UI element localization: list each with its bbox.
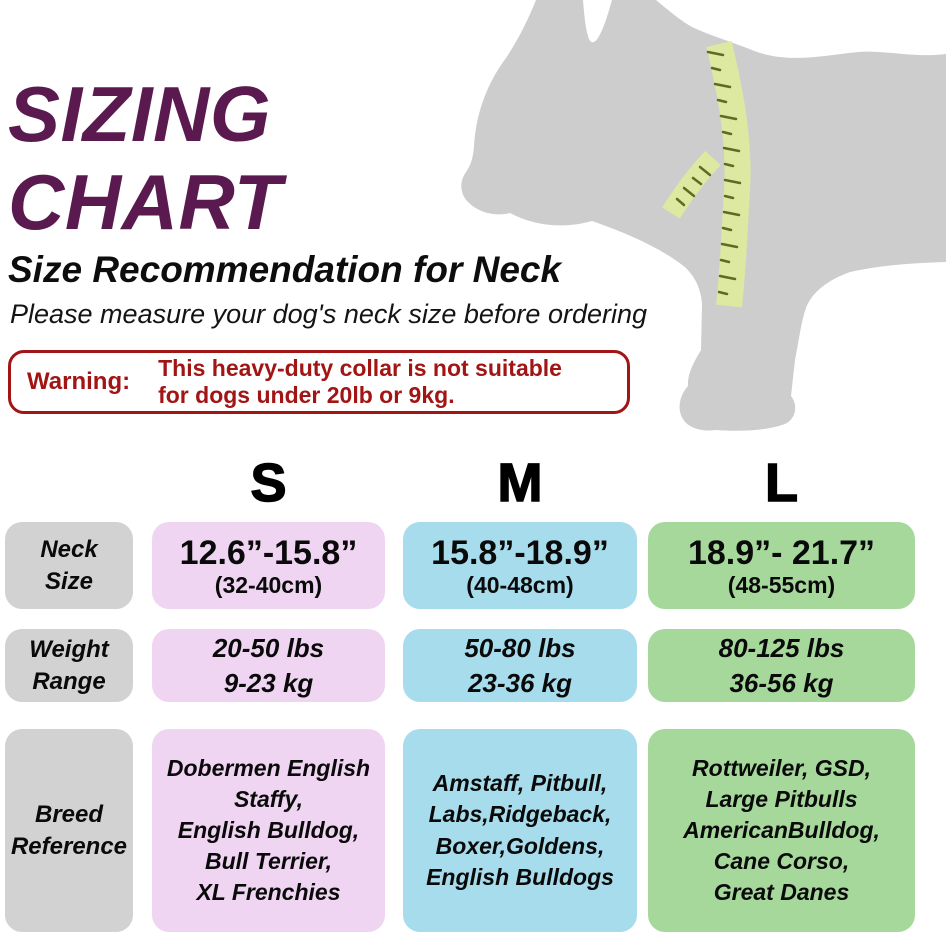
cell-breed-reference-l: Rottweiler, GSD, Large Pitbulls American… <box>648 729 915 932</box>
measure-instruction-text: Please measure your dog's neck size befo… <box>10 299 648 329</box>
cell-neck-size-m: 15.8”-18.9” (40-48cm) <box>403 522 637 609</box>
measuring-tape-tick-marks <box>675 50 742 296</box>
neck-size-l-inches: 18.9”- 21.7” <box>687 533 876 572</box>
neck-size-s-inches: 12.6”-15.8” <box>179 533 358 572</box>
neck-size-s-cm: (32-40cm) <box>214 571 323 598</box>
cell-breed-reference-m: Amstaff, Pitbull, Labs,Ridgeback, Boxer,… <box>403 729 637 932</box>
neck-size-m-inches: 15.8”-18.9” <box>431 533 609 572</box>
neck-size-l-cm: (48-55cm) <box>727 571 836 598</box>
column-header-m: M <box>497 452 543 514</box>
measuring-tape-band <box>706 40 751 308</box>
weight-range-l-text: 80-125 lbs 36-56 kg <box>718 633 845 698</box>
cell-neck-size-s: 12.6”-15.8” (32-40cm) <box>152 522 385 609</box>
page-title: SIZING CHART <box>8 70 283 246</box>
measuring-tape-branch <box>662 150 721 219</box>
cell-breed-reference-s: Dobermen English Staffy, English Bulldog… <box>152 729 385 932</box>
column-header-l: L <box>764 452 799 514</box>
cell-neck-size-l: 18.9”- 21.7” (48-55cm) <box>648 522 915 609</box>
warning-message: This heavy-duty collar is not suitable f… <box>158 355 562 408</box>
breed-reference-l-text: Rottweiler, GSD, Large Pitbulls American… <box>683 754 880 906</box>
warning-box: Warning: This heavy-duty collar is not s… <box>8 350 630 414</box>
weight-range-s-text: 20-50 lbs 9-23 kg <box>212 633 325 698</box>
neck-size-m-cm: (40-48cm) <box>466 571 574 598</box>
row-label-weight-range: Weight Range <box>5 629 133 702</box>
breed-reference-m-text: Amstaff, Pitbull, Labs,Ridgeback, Boxer,… <box>426 770 614 890</box>
weight-range-m-text: 50-80 lbs 23-36 kg <box>464 633 576 698</box>
cell-weight-range-m: 50-80 lbs 23-36 kg <box>403 629 637 702</box>
warning-label: Warning: <box>27 368 131 395</box>
cell-weight-range-l: 80-125 lbs 36-56 kg <box>648 629 915 702</box>
column-header-s: S <box>250 452 288 514</box>
subtitle: Size Recommendation for Neck <box>8 249 562 290</box>
cell-weight-range-s: 20-50 lbs 9-23 kg <box>152 629 385 702</box>
breed-reference-s-text: Dobermen English Staffy, English Bulldog… <box>166 754 371 906</box>
row-label-neck-size: Neck Size <box>5 522 133 609</box>
row-label-breed-reference: Breed Reference <box>5 729 133 932</box>
